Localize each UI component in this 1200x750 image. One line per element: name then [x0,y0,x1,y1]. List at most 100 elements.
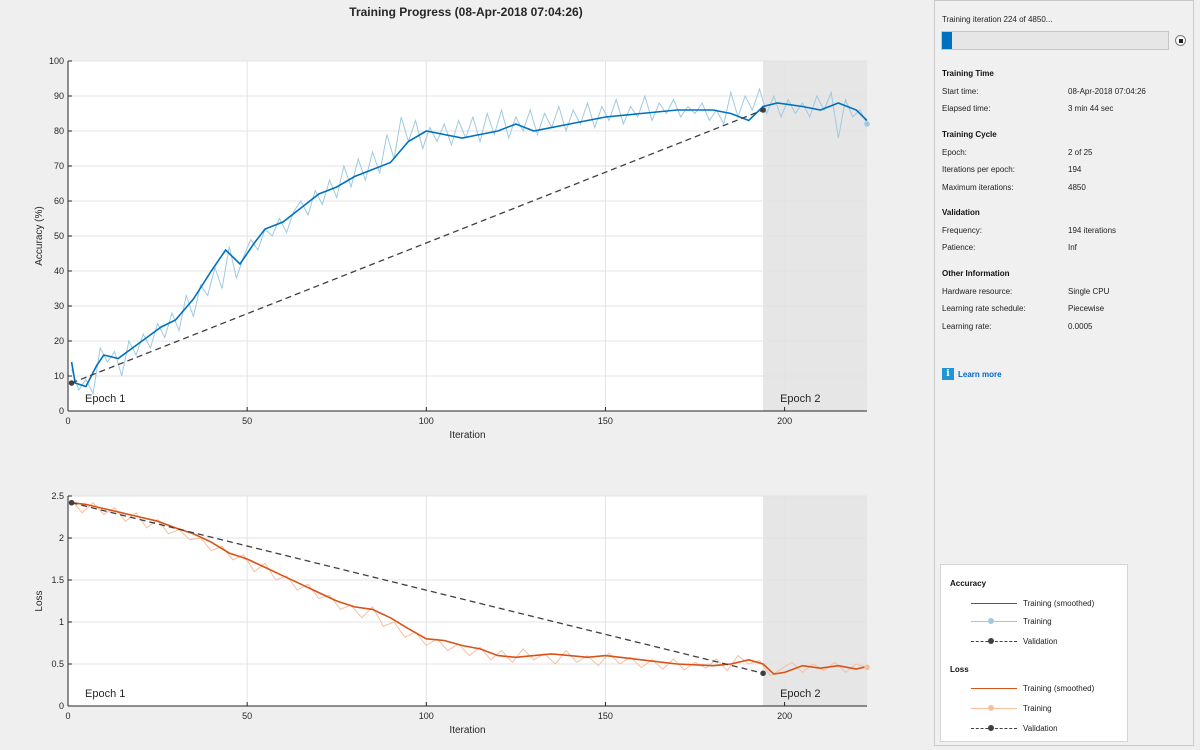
legend-text: Training (smoothed) [1023,684,1095,693]
start-time-label: Start time: [942,87,979,96]
epoch-value: 2 of 25 [1068,148,1093,157]
y-tick-label: 100 [49,56,64,66]
y-tick-label: 70 [54,161,64,171]
epoch-label: Epoch: [942,148,967,157]
epoch-label: Epoch 1 [85,393,125,405]
start-time-value: 08-Apr-2018 07:04:26 [1068,87,1146,96]
y-tick-label: 40 [54,266,64,276]
x-tick-label: 0 [65,711,70,721]
legend-accuracy-smoothed: Training (smoothed) [941,598,1121,610]
frequency-value: 194 iterations [1068,226,1117,235]
lr-schedule-label: Learning rate schedule: [942,304,1026,313]
legend-text: Training [1023,617,1052,626]
hardware-value: Single CPU [1068,287,1110,296]
y-tick-label: 1 [59,617,64,627]
stop-icon [1179,39,1183,43]
status-text: Training iteration 224 of 4850... [942,15,1053,24]
y-tick-label: 2.5 [51,491,64,501]
x-tick-label: 0 [65,416,70,426]
hardware-label: Hardware resource: [942,287,1013,296]
validation-series-line [71,109,764,384]
validation-point [68,380,75,386]
epoch-label: Epoch 2 [780,688,820,700]
training-info-panel: Training iteration 224 of 4850... Traini… [934,0,1194,746]
epoch-label: Epoch 1 [85,688,125,700]
legend-text: Validation [1023,724,1058,733]
legend-loss-title: Loss [950,665,969,674]
patience-label: Patience: [942,243,976,252]
section-validation-title: Validation [942,208,980,217]
y-axis-label: Loss [34,590,45,611]
elapsed-time-label: Elapsed time: [942,104,991,113]
y-tick-label: 90 [54,91,64,101]
training-series-line [71,87,868,396]
patience-value: Inf [1068,243,1077,252]
x-tick-label: 50 [242,711,252,721]
y-tick-label: 80 [54,126,64,136]
legend-text: Training [1023,704,1052,713]
learn-more-link[interactable]: i Learn more [942,368,1002,380]
progress-bar [941,31,1169,50]
legend-marker [988,618,994,624]
y-tick-label: 60 [54,196,64,206]
epoch-label: Epoch 2 [780,393,820,405]
x-tick-label: 200 [777,711,792,721]
legend-marker [988,638,994,644]
learning-rate-value: 0.0005 [1068,322,1093,331]
training-series-line [71,499,868,677]
section-training-time-title: Training Time [942,69,994,78]
elapsed-time-value: 3 min 44 sec [1068,104,1114,113]
window-title-layer: Training Progress (08-Apr-2018 07:04:26) [349,5,582,19]
legend-line [971,641,1017,642]
legend-marker [988,725,994,731]
training-last-point [864,121,870,127]
y-tick-label: 0 [59,701,64,711]
x-tick-label: 100 [419,416,434,426]
legend-line [971,688,1017,689]
legend-box: Accuracy Training (smoothed) Training Va… [940,564,1128,742]
validation-point [68,499,75,506]
legend-text: Training (smoothed) [1023,599,1095,608]
charts-area: 0 10 20 30 40 50 60 70 80 90 100 0 50 100 150 200 Iterat… [34,5,870,736]
y-tick-label: 20 [54,336,64,346]
y-tick-label: 0.5 [51,659,64,669]
progress-fill [942,32,953,49]
lr-schedule-value: Piecewise [1068,304,1105,313]
y-tick-label: 10 [54,371,64,381]
epoch-shade [763,496,867,706]
y-axis-label: Accuracy (%) [34,206,45,265]
x-tick-label: 50 [242,416,252,426]
validation-point [760,670,766,677]
info-icon: i [942,368,954,380]
legend-line [971,728,1017,729]
x-axis-label: Iteration [449,430,485,441]
legend-line [971,603,1017,604]
x-tick-label: 150 [598,711,613,721]
x-tick-label: 150 [598,416,613,426]
section-other-info-title: Other Information [942,269,1010,278]
max-iterations-value: 4850 [1068,183,1086,192]
accuracy-chart: 0 10 20 30 40 50 60 70 80 90 100 0 50 100 150 200 Iterat… [34,56,870,441]
x-axis-label: Iteration [449,725,485,736]
learn-more-text[interactable]: Learn more [958,369,1002,379]
y-tick-label: 1.5 [51,575,64,585]
plot-area [68,496,867,706]
legend-accuracy-title: Accuracy [950,579,987,588]
y-tick-label: 50 [54,231,64,241]
section-training-cycle-title: Training Cycle [942,130,997,139]
iterations-per-epoch-value: 194 [1068,165,1082,174]
x-tick-label: 200 [777,416,792,426]
y-tick-label: 30 [54,301,64,311]
validation-series-line [71,502,764,674]
y-tick-label: 2 [59,533,64,543]
legend-marker [988,705,994,711]
loss-chart: 0 0.5 1 1.5 2 2.5 0 50 100 150 200 Iteration Loss Epo… [34,491,870,736]
y-tick-label: 0 [59,406,64,416]
training-smoothed-series-line [71,501,868,675]
max-iterations-label: Maximum iterations: [942,183,1014,192]
stop-button[interactable] [1175,35,1186,46]
legend-accuracy-training: Training [941,616,1121,628]
training-last-point [864,664,870,671]
legend-loss-smoothed: Training (smoothed) [941,683,1121,695]
learning-rate-label: Learning rate: [942,322,992,331]
